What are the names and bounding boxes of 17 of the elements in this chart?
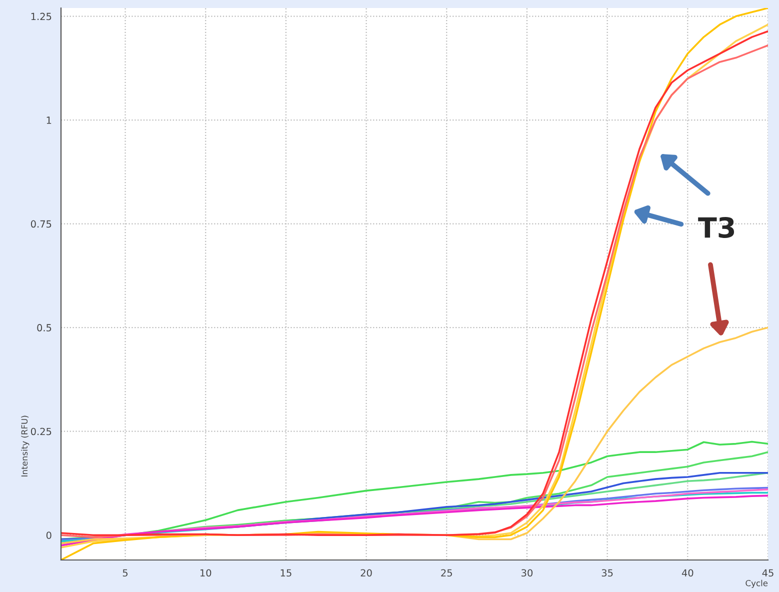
y-tick-label: 0.5 xyxy=(37,324,52,332)
x-tick-label: 10 xyxy=(200,569,212,577)
y-tick-label: 1 xyxy=(46,116,52,124)
x-tick-label: 5 xyxy=(122,569,128,577)
y-tick-label: 0.75 xyxy=(30,220,52,228)
x-tick-label: 20 xyxy=(360,569,372,577)
y-tick-label: 1.25 xyxy=(31,12,52,20)
y-axis-title: Intensity (RFU) xyxy=(21,416,30,476)
x-tick-label: 30 xyxy=(522,569,533,577)
x-tick-label: 40 xyxy=(682,569,694,577)
x-tick-label: 25 xyxy=(441,569,452,577)
x-axis-title: Cycle xyxy=(746,580,768,588)
x-tick-label: 15 xyxy=(280,569,292,577)
y-tick-label: 0 xyxy=(46,532,52,539)
y-tick-label: 0.25 xyxy=(30,428,52,436)
x-tick-label: 35 xyxy=(602,569,613,577)
x-tick-label: 45 xyxy=(762,569,774,577)
